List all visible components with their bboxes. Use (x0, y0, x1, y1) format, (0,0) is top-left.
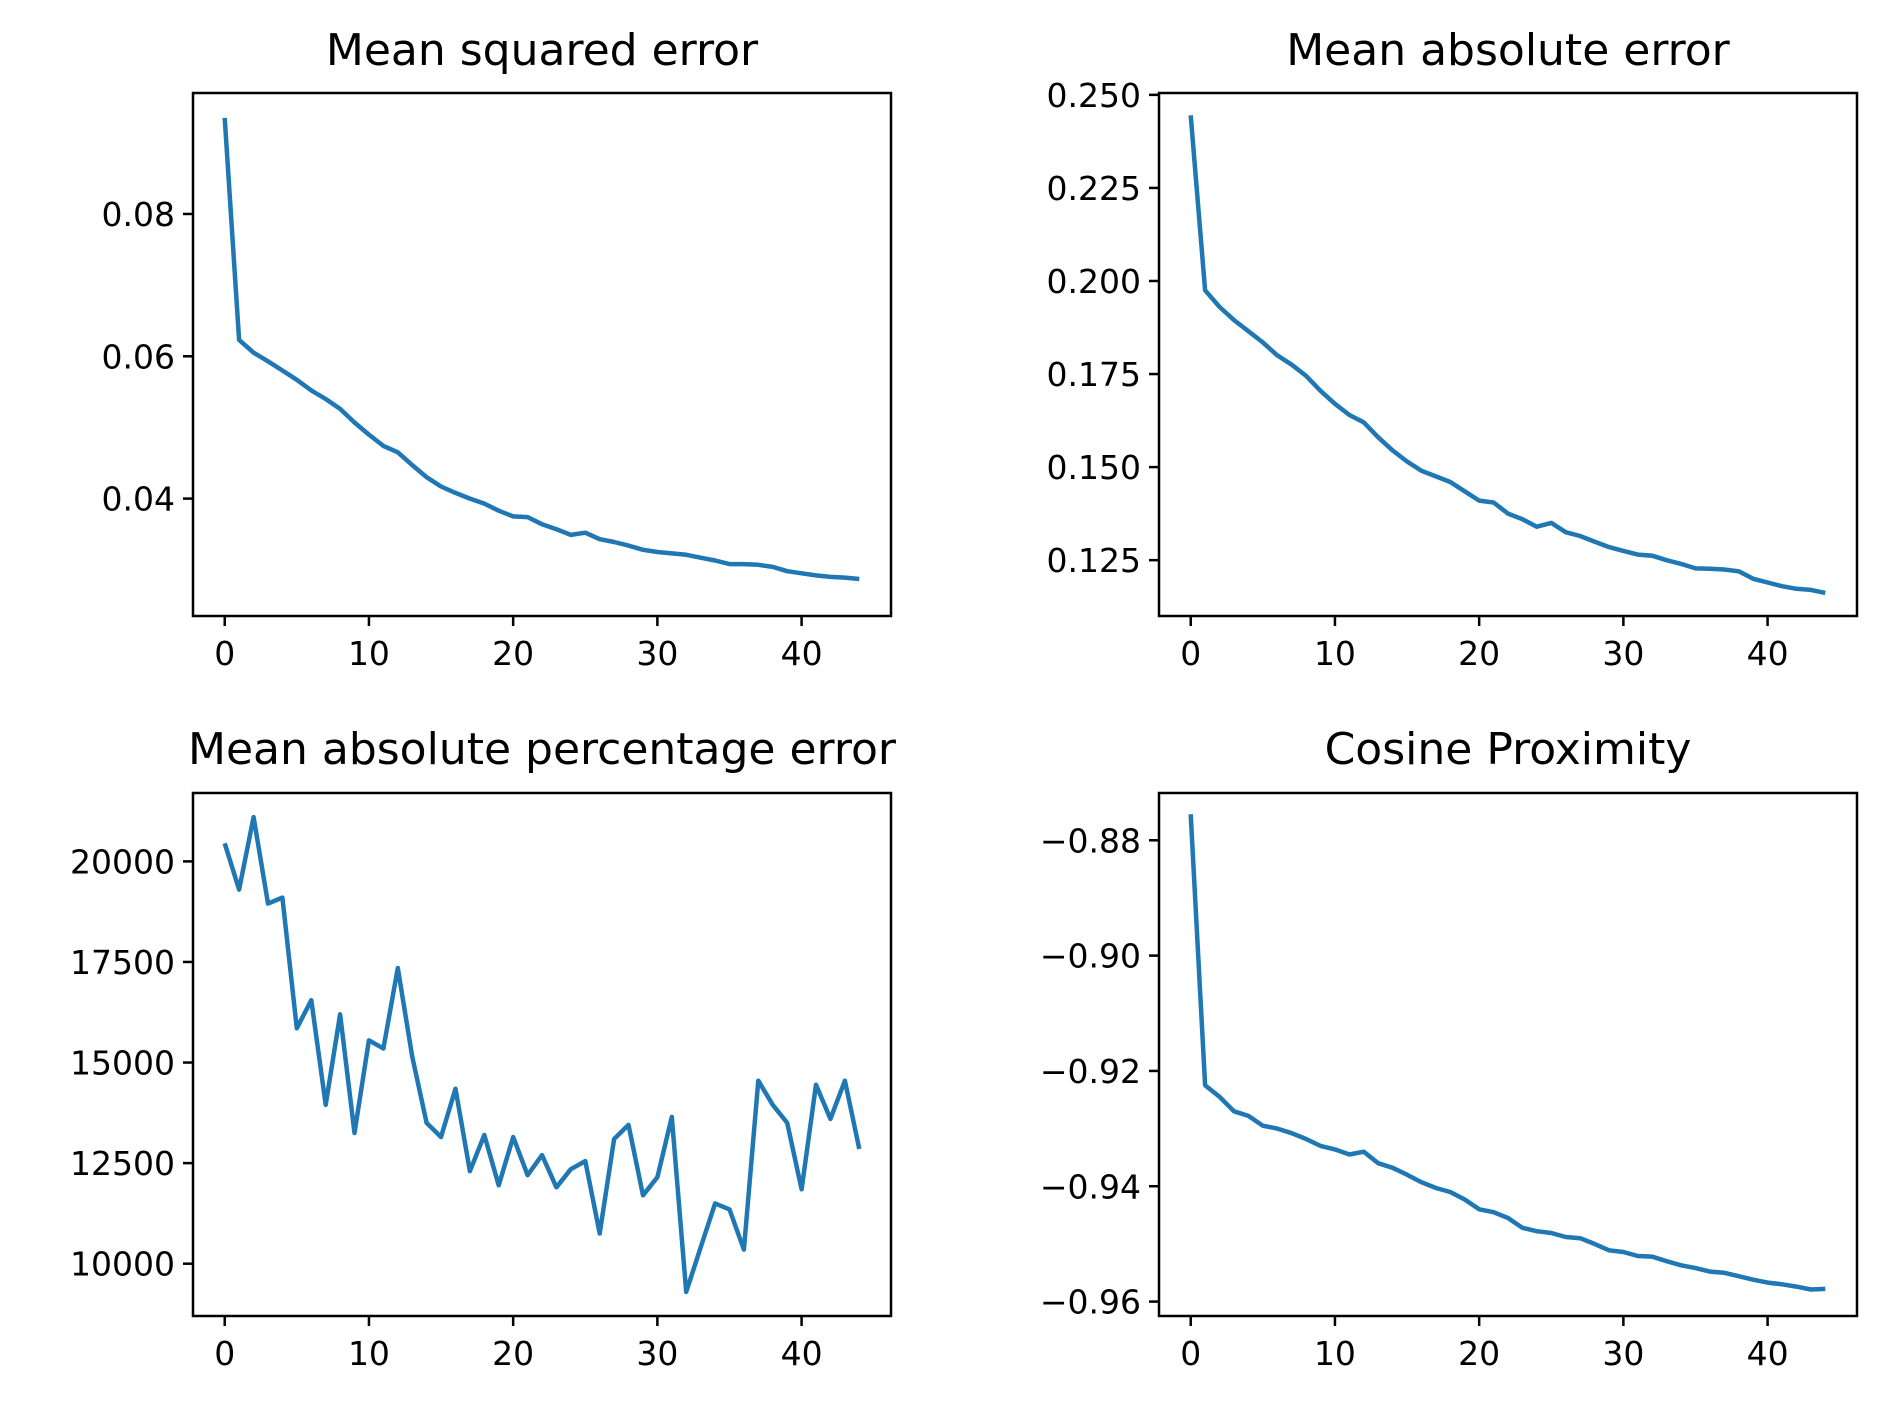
y-tick-label: 12500 (70, 1144, 175, 1183)
y-tick-label: 0.06 (102, 337, 175, 376)
x-tick-label: 10 (348, 1334, 390, 1373)
y-tick-label: 17500 (70, 943, 175, 982)
y-tick-label: 0.125 (1047, 541, 1141, 580)
axes-frame (1157, 91, 1859, 618)
y-tick-label: −0.90 (1040, 937, 1141, 976)
x-tick-label: 10 (1314, 634, 1356, 673)
panel-title: Mean absolute percentage error (188, 724, 897, 775)
x-tick-label: 20 (492, 634, 534, 673)
x-tick-label: 0 (214, 634, 235, 673)
series-line (222, 117, 860, 582)
y-tick-label: 0.150 (1047, 448, 1141, 487)
panel-mean-absolute-error: Mean absolute error 0 10 20 30 40 0.125 0.150 0… (1047, 25, 1859, 673)
x-tick-label: 20 (492, 1334, 534, 1373)
x-tick-label: 0 (1180, 1334, 1201, 1373)
panel-mean-absolute-percentage-error: Mean absolute percentage error 0 10 20 30 40… (70, 724, 897, 1373)
x-tick-label: 40 (1747, 634, 1789, 673)
x-tick-label: 20 (1458, 1334, 1500, 1373)
x-tick-label: 20 (1458, 634, 1500, 673)
x-tick-label: 10 (348, 634, 390, 673)
x-tick-label: 30 (1602, 634, 1644, 673)
x-tick-label: 30 (636, 1334, 678, 1373)
y-tick-label: 0.08 (102, 195, 175, 234)
x-tick-label: 0 (214, 1334, 235, 1373)
y-tick-label: 20000 (70, 842, 175, 881)
axes-frame (191, 91, 893, 618)
panel-mean-squared-error: Mean squared error 0 10 20 30 40 0.04 0.06 0.08 (102, 25, 893, 673)
y-tick-label: 0.250 (1047, 76, 1141, 115)
y-tick-label: −0.88 (1040, 821, 1141, 860)
x-tick-label: 10 (1314, 1334, 1356, 1373)
x-tick-label: 40 (781, 634, 823, 673)
panel-cosine-proximity: Cosine Proximity 0 10 20 30 40 −0.96 −0.94 −0.9… (1040, 724, 1859, 1373)
series-line (1188, 115, 1826, 596)
x-tick-label: 40 (781, 1334, 823, 1373)
series-line (222, 814, 862, 1295)
x-tick-label: 40 (1747, 1334, 1789, 1373)
y-tick-label: 10000 (70, 1245, 175, 1284)
x-tick-label: 0 (1180, 634, 1201, 673)
x-tick-label: 30 (636, 634, 678, 673)
panel-title: Mean squared error (326, 25, 759, 76)
y-tick-label: −0.96 (1040, 1283, 1141, 1322)
panel-title: Cosine Proximity (1325, 724, 1692, 775)
panel-title: Mean absolute error (1286, 25, 1730, 76)
y-tick-label: 0.175 (1047, 355, 1141, 394)
y-tick-label: −0.94 (1040, 1167, 1141, 1206)
axes-frame (1157, 791, 1859, 1318)
x-tick-label: 30 (1602, 1334, 1644, 1373)
axes-frame (191, 791, 893, 1318)
y-tick-label: 0.200 (1047, 262, 1141, 301)
y-tick-label: 15000 (70, 1044, 175, 1083)
y-tick-label: 0.225 (1047, 169, 1141, 208)
series-line (1188, 814, 1826, 1292)
y-tick-label: 0.04 (102, 480, 175, 519)
y-tick-label: −0.92 (1040, 1052, 1141, 1091)
